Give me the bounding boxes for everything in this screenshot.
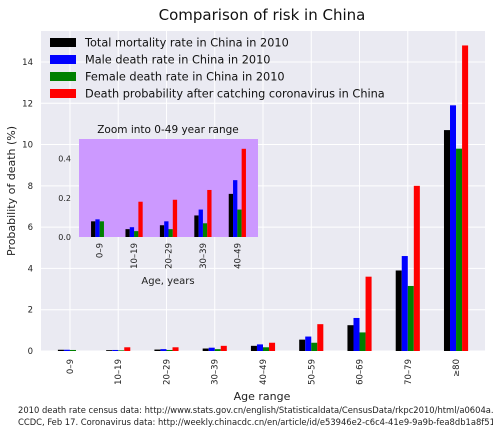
x-tick-label: 50–59 <box>307 359 317 385</box>
bar <box>118 350 125 351</box>
caption-coronavirus-source: CCDC, Feb 17. Coronavirus data: http://w… <box>18 417 493 427</box>
inset-y-tick-label: 0.4 <box>58 155 71 164</box>
bar <box>202 348 209 351</box>
legend-entry: Total mortality rate in China in 2010 <box>84 37 289 50</box>
inset-x-tick-label: 40–49 <box>233 243 243 269</box>
inset-x-tick-label: 20–29 <box>165 243 175 269</box>
inset-bar <box>129 227 135 237</box>
bar <box>214 349 221 351</box>
bar <box>462 45 469 352</box>
inset-x-tick-label: 10–19 <box>130 243 140 269</box>
y-tick-label: 14 <box>22 58 33 68</box>
bar <box>160 349 167 351</box>
legend-entry: Death probability after catching coronav… <box>85 88 385 101</box>
inset-title: Zoom into 0-49 year range <box>97 124 239 136</box>
bar <box>317 324 324 351</box>
legend-entry: Female death rate in China in 2010 <box>85 71 285 84</box>
y-tick-label: 6 <box>28 223 33 233</box>
bar <box>299 339 306 351</box>
bar <box>256 344 263 351</box>
bar <box>443 130 451 351</box>
bar <box>106 350 113 351</box>
inset-bar <box>134 231 139 237</box>
y-tick-label: 12 <box>22 99 33 109</box>
bar <box>112 349 119 351</box>
y-tick-label: 10 <box>22 141 33 151</box>
inset-bar <box>202 223 208 237</box>
inset-y-tick-label: 0.0 <box>58 233 71 242</box>
bar <box>263 347 270 351</box>
inset-x-tick-label: 0–9 <box>96 243 106 258</box>
bar <box>311 342 318 351</box>
bar <box>305 336 312 351</box>
bar <box>69 349 76 351</box>
inset-bar <box>233 180 238 237</box>
bar <box>57 349 64 351</box>
y-tick-label: 8 <box>28 182 33 192</box>
bar <box>359 332 366 351</box>
bar <box>63 349 70 351</box>
bar <box>353 317 360 351</box>
bar <box>407 285 414 351</box>
bar <box>456 148 463 351</box>
x-tick-label: ≥80 <box>452 359 462 377</box>
inset-background <box>79 139 258 237</box>
chart-title: Comparison of risk in China <box>159 6 366 24</box>
bar <box>172 347 179 351</box>
x-tick-label: 40–49 <box>259 359 269 385</box>
bar <box>124 347 131 351</box>
bar <box>401 256 408 351</box>
inset-y-tick-label: 0.2 <box>58 194 71 203</box>
legend-swatch <box>50 89 76 98</box>
y-tick-label: 0 <box>28 347 33 357</box>
inset-bar <box>241 148 246 237</box>
legend-swatch <box>50 38 76 47</box>
y-axis-label: Probability of death (%) <box>5 126 18 256</box>
x-tick-label: 10–19 <box>114 359 124 385</box>
bar <box>269 342 276 351</box>
inset-bar <box>207 189 212 237</box>
legend-swatch <box>50 72 76 81</box>
caption-census-source: 2010 death rate census data: http://www.… <box>18 405 493 415</box>
legend: Total mortality rate in China in 2010 Mal… <box>50 37 385 101</box>
bar <box>220 345 227 351</box>
bar <box>250 345 257 351</box>
bar <box>395 270 402 351</box>
inset-bar <box>138 201 143 237</box>
x-tick-label: 20–29 <box>162 359 172 385</box>
bar <box>450 105 457 352</box>
inset-x-axis-label: Age, years <box>141 276 194 287</box>
x-tick-label: 60–69 <box>356 359 366 385</box>
y-tick-label: 2 <box>28 306 33 316</box>
bar <box>347 325 354 351</box>
inset-bar <box>194 215 199 237</box>
inset-bar <box>164 221 169 237</box>
x-tick-label: 30–39 <box>211 359 221 385</box>
inset-bar <box>99 221 104 237</box>
bar <box>208 347 215 351</box>
legend-swatch <box>50 55 76 64</box>
x-tick-label: 70–79 <box>404 359 414 385</box>
inset-bar <box>168 229 173 237</box>
legend-entry: Male death rate in China in 2010 <box>85 54 271 67</box>
bar <box>413 185 420 351</box>
inset-bar <box>228 193 234 237</box>
y-tick-label: 4 <box>28 264 33 274</box>
x-tick-label: 0–9 <box>66 359 76 374</box>
x-axis-label: Age range <box>234 390 291 403</box>
inset-bar <box>237 209 242 237</box>
bar <box>166 349 173 351</box>
inset-bar <box>125 229 130 237</box>
inset-bar <box>159 225 165 237</box>
inset-bar <box>172 199 178 237</box>
inset-x-tick-label: 30–39 <box>199 243 209 269</box>
inset-bar <box>95 219 100 237</box>
inset-bar <box>198 209 203 237</box>
inset-bar <box>91 221 96 237</box>
bar <box>154 349 161 351</box>
inset-chart: Zoom into 0-49 year range Age, years 0.0… <box>58 124 258 287</box>
bar <box>365 276 372 351</box>
